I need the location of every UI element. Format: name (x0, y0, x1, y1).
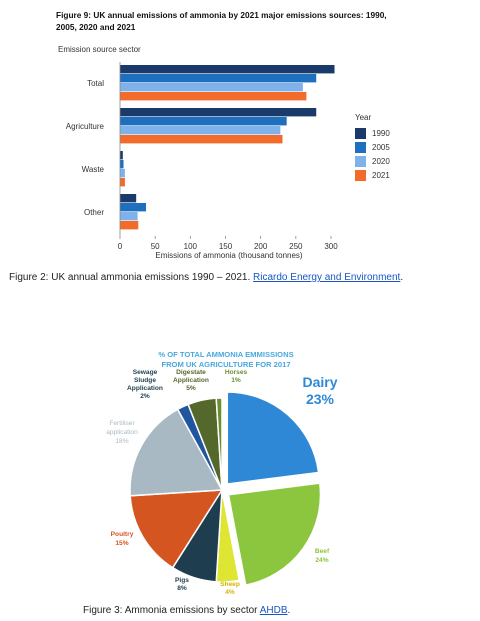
category-label-agriculture: Agriculture (66, 122, 105, 131)
bar-total-2005 (120, 74, 317, 83)
pie-label-poultry: Poultry (111, 531, 134, 538)
legend-swatch-2020 (355, 155, 366, 167)
legend-swatch-2005 (355, 141, 366, 153)
pie-slices (129, 391, 322, 586)
pie-label-sewage-line3: Application (127, 385, 163, 392)
pie-label-dairy: Dairy (302, 374, 337, 390)
category-label-waste: Waste (82, 165, 105, 174)
pie-label-digestate: Digestate Application (173, 369, 209, 384)
x-tick-label-250: 250 (289, 242, 303, 251)
x-tick-label-200: 200 (254, 242, 268, 251)
bar-total-2020 (120, 83, 303, 92)
caption-figure3-suffix: . (287, 605, 291, 616)
caption-figure3-text: Figure 3: Ammonia emissions by sector (83, 605, 260, 616)
bar-agriculture-2021 (120, 135, 283, 144)
bar-agriculture-1990 (120, 108, 317, 117)
pie-label-sheep: Sheep (220, 581, 240, 588)
bar-total-2021 (120, 92, 307, 101)
pie-value-fertiliser: 18% (115, 438, 128, 445)
pie-slice-beef (227, 482, 322, 586)
pie-value-poultry: 15% (115, 540, 128, 547)
legend-title: Year (355, 113, 372, 122)
pie-value-pigs: 8% (177, 585, 187, 592)
x-tick-label-300: 300 (324, 242, 338, 251)
pie-label-sewage-line2: Sludge (134, 377, 156, 384)
caption-figure2-text: Figure 2: UK annual ammonia emissions 19… (9, 272, 254, 283)
pie-label-horses: Horses (225, 369, 248, 376)
bar-chart: Total Agriculture Waste Other 0 50 100 150 200 25… (66, 62, 338, 260)
bar-other-2020 (120, 212, 138, 221)
pie-value-sheep: 4% (225, 589, 235, 596)
pie-slice-fertiliser (129, 408, 224, 497)
legend-label-2005: 2005 (372, 142, 390, 152)
x-tick-label-100: 100 (184, 242, 198, 251)
y-axis-title: Emission source sector (58, 45, 141, 54)
bar-other-2005 (120, 203, 147, 212)
x-tick-label-150: 150 (219, 242, 233, 251)
legend-item-2021: 2021 (355, 168, 390, 182)
pie-title-line1: % OF TOTAL AMMONIA EMMISSIONS (158, 350, 293, 359)
x-tick-label-0: 0 (118, 242, 123, 251)
pie-label-pigs: Pigs (175, 577, 189, 584)
pie-value-beef: 24% (315, 557, 328, 564)
category-label-other: Other (84, 208, 104, 217)
bar-waste-1990 (120, 151, 123, 160)
bar-waste-2005 (120, 160, 124, 169)
bar-agriculture-2005 (120, 117, 287, 126)
ricardo-link[interactable]: Ricardo Energy and Environment (253, 272, 401, 283)
pie-label-digestate-line1: Digestate (176, 369, 206, 376)
figure9-title: Figure 9: UK annual emissions of ammonia… (56, 9, 436, 33)
legend-label-1990: 1990 (372, 128, 390, 138)
legend-swatch-2021 (355, 169, 366, 181)
category-label-total: Total (87, 79, 104, 88)
chart-legend: Year 1990 2005 2020 2021 (355, 113, 390, 182)
legend-item-2005: 2005 (355, 140, 390, 154)
pie-title-line2: FROM UK AGRICULTURE FOR 2017 (161, 360, 290, 369)
legend-item-1990: 1990 (355, 126, 390, 140)
caption-figure2-suffix: . (400, 272, 404, 283)
pie-slice-dairy (226, 391, 320, 485)
bar-agriculture-2020 (120, 126, 281, 135)
ahdb-link[interactable]: AHDB (259, 605, 288, 616)
figure9-title-line2: 2005, 2020 and 2021 (56, 22, 136, 32)
legend-swatch-1990 (355, 127, 366, 139)
pie-label-fertiliser: Fertiliser application (106, 420, 138, 436)
bar-other-2021 (120, 221, 139, 230)
pie-label-sewage-line1: Sewage (133, 369, 158, 376)
bar-other-1990 (120, 194, 137, 203)
pie-label-beef: Beef (315, 548, 330, 555)
legend-label-2021: 2021 (372, 170, 390, 180)
bar-waste-2020 (120, 169, 125, 178)
pie-label-fertiliser-line1: Fertiliser (109, 420, 135, 427)
legend-label-2020: 2020 (372, 156, 390, 166)
figure9-title-line1: Figure 9: UK annual emissions of ammonia… (56, 10, 387, 20)
bar-total-1990 (120, 65, 335, 74)
pie-value-digestate: 5% (186, 385, 196, 392)
pie-label-sewage: Sewage Sludge Application (127, 369, 163, 392)
pie-value-dairy: 23% (306, 391, 335, 407)
pie-slice-poultry (129, 489, 224, 569)
pie-value-horses: 1% (231, 377, 241, 384)
bar-waste-2021 (120, 178, 125, 187)
caption-figure2: Figure 2: UK annual ammonia emissions 19… (9, 272, 403, 283)
pie-label-fertiliser-line2: application (106, 429, 138, 436)
legend-item-2020: 2020 (355, 154, 390, 168)
pie-slice-horses (215, 397, 223, 491)
x-axis-title: Emissions of ammonia (thousand tonnes) (155, 251, 303, 260)
x-tick-label-50: 50 (151, 242, 160, 251)
pie-label-digestate-line2: Application (173, 377, 209, 384)
pie-value-sewage: 2% (140, 393, 150, 400)
caption-figure3: Figure 3: Ammonia emissions by sector AH… (83, 605, 290, 616)
